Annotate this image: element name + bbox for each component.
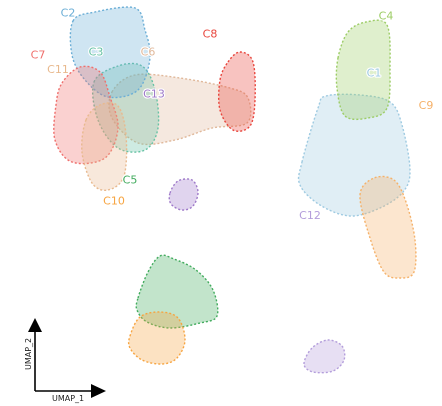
cluster-hull-c4	[335, 19, 391, 121]
cluster-label-c1: C1	[367, 66, 382, 79]
y-axis-arrowhead	[28, 318, 42, 332]
cluster-hull-c11	[81, 102, 128, 192]
cluster-hull-c8	[217, 51, 256, 132]
cluster-labels: C1 C2 C3 C4 C5 C6 C7 C8 C9 C10 C11 C12 C13	[30, 5, 435, 223]
cluster-label-c6: C6	[141, 45, 156, 58]
cluster-hull-c3	[91, 62, 160, 153]
cluster-hull-c12	[303, 339, 346, 374]
cluster-hull-c9	[359, 175, 417, 279]
cluster-label-c5: C5	[123, 173, 138, 186]
cluster-label-c9: C9	[419, 99, 434, 112]
cluster-hull-c7	[53, 65, 119, 165]
cluster-hull-c5	[135, 254, 219, 329]
cluster-hulls	[53, 6, 417, 374]
y-axis-label: UMAP_2	[24, 338, 33, 370]
cluster-label-c8: C8	[203, 28, 218, 41]
cluster-label-c7: C7	[31, 49, 46, 62]
cluster-label-c2: C2	[61, 7, 76, 20]
cluster-label-c10: C10	[103, 194, 125, 207]
cluster-label-c13: C13	[143, 88, 165, 101]
cluster-label-c3: C3	[89, 45, 104, 58]
cluster-hull-c6	[108, 73, 252, 146]
x-axis-arrowhead	[91, 384, 106, 398]
cluster-label-c11: C11	[47, 63, 69, 76]
axis-guide: UMAP_1 UMAP_2	[24, 318, 106, 403]
cluster-hull-c1	[297, 93, 411, 217]
cluster-label-c4: C4	[379, 10, 394, 23]
x-axis-label: UMAP_1	[52, 394, 84, 403]
cluster-hull-c13	[168, 178, 199, 211]
cluster-label-c12: C12	[299, 209, 321, 222]
cluster-hull-c10	[127, 311, 186, 365]
